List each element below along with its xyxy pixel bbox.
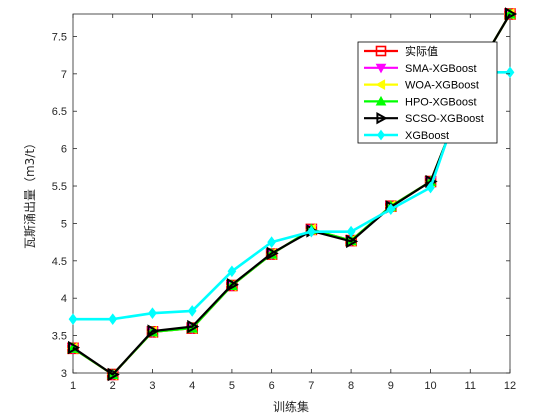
data-point xyxy=(227,265,237,278)
data-point xyxy=(386,203,396,216)
x-tick-label: 1 xyxy=(70,380,76,392)
y-axis-ticks: 3 3.5 4 4.5 5 5.5 6 6.5 7 7.5 xyxy=(52,31,510,380)
y-axis-label: 瓦斯涌出量（m3/t） xyxy=(23,137,37,249)
series-line xyxy=(73,71,510,321)
x-tick-label: 3 xyxy=(149,380,155,392)
legend-marker xyxy=(375,95,387,106)
data-point xyxy=(148,307,157,320)
y-tick-label: 6.5 xyxy=(52,106,67,118)
x-axis-ticks: 1 2 3 4 5 6 7 8 9 10 11 12 xyxy=(70,14,516,392)
data-point xyxy=(267,236,277,248)
data-point xyxy=(226,278,239,292)
data-point xyxy=(187,319,200,334)
x-tick-label: 11 xyxy=(465,380,476,392)
y-tick-label: 3 xyxy=(61,368,67,380)
x-tick-label: 5 xyxy=(229,380,235,392)
y-tick-label: 7 xyxy=(61,69,67,81)
legend-marker xyxy=(376,112,388,125)
legend-label: WOA-XGBoost xyxy=(405,80,479,92)
x-tick-label: 7 xyxy=(308,380,314,392)
legend-label: SMA-XGBoost xyxy=(405,63,477,75)
data-point xyxy=(505,66,515,79)
data-point xyxy=(68,313,78,325)
x-tick-label: 4 xyxy=(189,380,195,392)
x-tick-label: 8 xyxy=(348,380,354,392)
y-tick-label: 4.5 xyxy=(52,256,67,268)
data-point xyxy=(426,181,435,194)
x-axis-label: 训练集 xyxy=(273,399,309,414)
data-point xyxy=(68,340,81,355)
legend-label: XGBoost xyxy=(405,130,449,142)
legend-box xyxy=(357,41,498,144)
data-point xyxy=(108,313,118,325)
legend-label: HPO-XGBoost xyxy=(405,96,477,108)
legend: 实际值 SMA-XGBoost WOA-XGBoost HPO-XGBoost SCSO… xyxy=(357,41,498,144)
data-point xyxy=(346,234,359,249)
legend-marker xyxy=(377,129,385,141)
y-tick-label: 4 xyxy=(61,293,67,305)
data-point xyxy=(505,7,518,21)
data-point xyxy=(306,225,316,238)
y-tick-label: 7.5 xyxy=(52,31,67,43)
x-tick-label: 6 xyxy=(269,380,275,392)
x-tick-label: 12 xyxy=(504,380,516,392)
data-point xyxy=(266,246,279,261)
plot-lines xyxy=(66,7,518,382)
legend-marker xyxy=(375,45,387,57)
y-tick-label: 5.5 xyxy=(52,181,67,193)
x-tick-label: 10 xyxy=(424,380,436,392)
legend-label: SCSO-XGBoost xyxy=(405,113,484,125)
data-point xyxy=(107,367,120,382)
legend-marker xyxy=(375,79,386,90)
x-tick-label: 9 xyxy=(388,380,394,392)
data-point xyxy=(187,305,197,317)
y-tick-label: 3.5 xyxy=(52,331,67,343)
y-tick-label: 6 xyxy=(61,144,67,156)
legend-label: 实际值 xyxy=(405,44,438,58)
data-point xyxy=(147,324,160,338)
legend-marker xyxy=(375,63,387,74)
y-tick-label: 5 xyxy=(61,218,67,230)
data-point xyxy=(346,225,356,238)
x-tick-label: 2 xyxy=(110,380,116,392)
